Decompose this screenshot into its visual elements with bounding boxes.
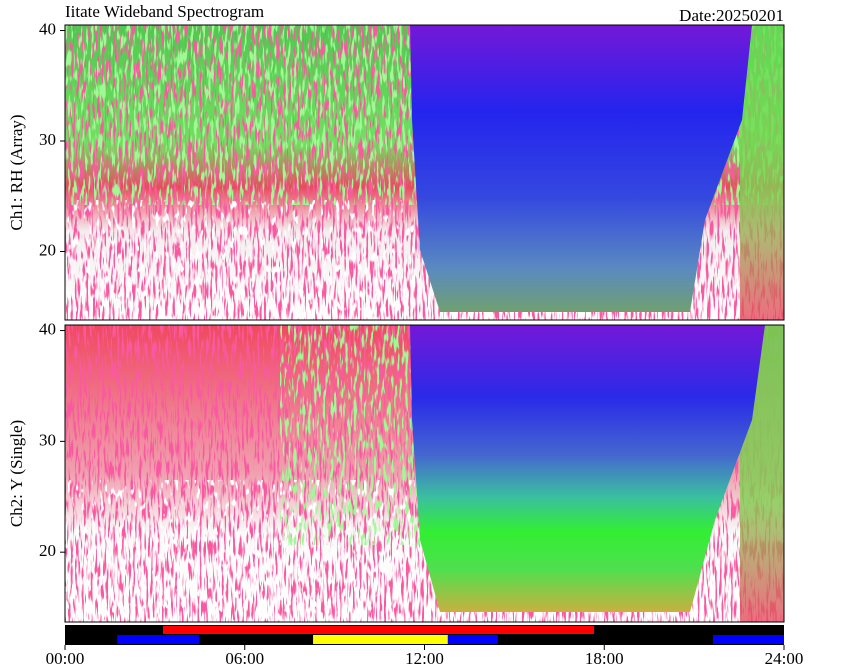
x-tick-label: 24:00 (765, 649, 804, 668)
page-title: Iitate Wideband Spectrogram (65, 2, 264, 21)
texture (65, 200, 415, 320)
status-segment (712, 635, 784, 644)
date-label: Date:20250201 (679, 6, 784, 25)
x-tick-label: 00:00 (46, 649, 85, 668)
y-tick-label: 40 (39, 19, 56, 38)
y-tick-label: 30 (39, 130, 56, 149)
texture (740, 25, 784, 320)
spectrogram-panel-1 (64, 24, 785, 321)
panel-frame (64, 324, 785, 623)
panel-frame (64, 24, 785, 321)
y-tick-label: 30 (39, 430, 56, 449)
x-tick-label: 18:00 (585, 649, 624, 668)
y-axis-label: Ch2: Y (Single) (7, 420, 26, 527)
status-segment (313, 635, 448, 644)
x-tick-label: 06:00 (225, 649, 264, 668)
status-segment (162, 626, 595, 634)
spectrogram-panel-2 (64, 324, 785, 623)
texture (65, 480, 415, 622)
status-segment (117, 635, 199, 644)
y-tick-label: 20 (39, 240, 56, 259)
texture (410, 25, 752, 312)
status-segment (447, 635, 498, 644)
y-axis-label: Ch1: RH (Array) (7, 114, 26, 230)
texture (410, 325, 765, 612)
y-tick-label: 20 (39, 541, 56, 560)
y-tick-label: 40 (39, 319, 56, 338)
x-tick-label: 12:00 (405, 649, 444, 668)
